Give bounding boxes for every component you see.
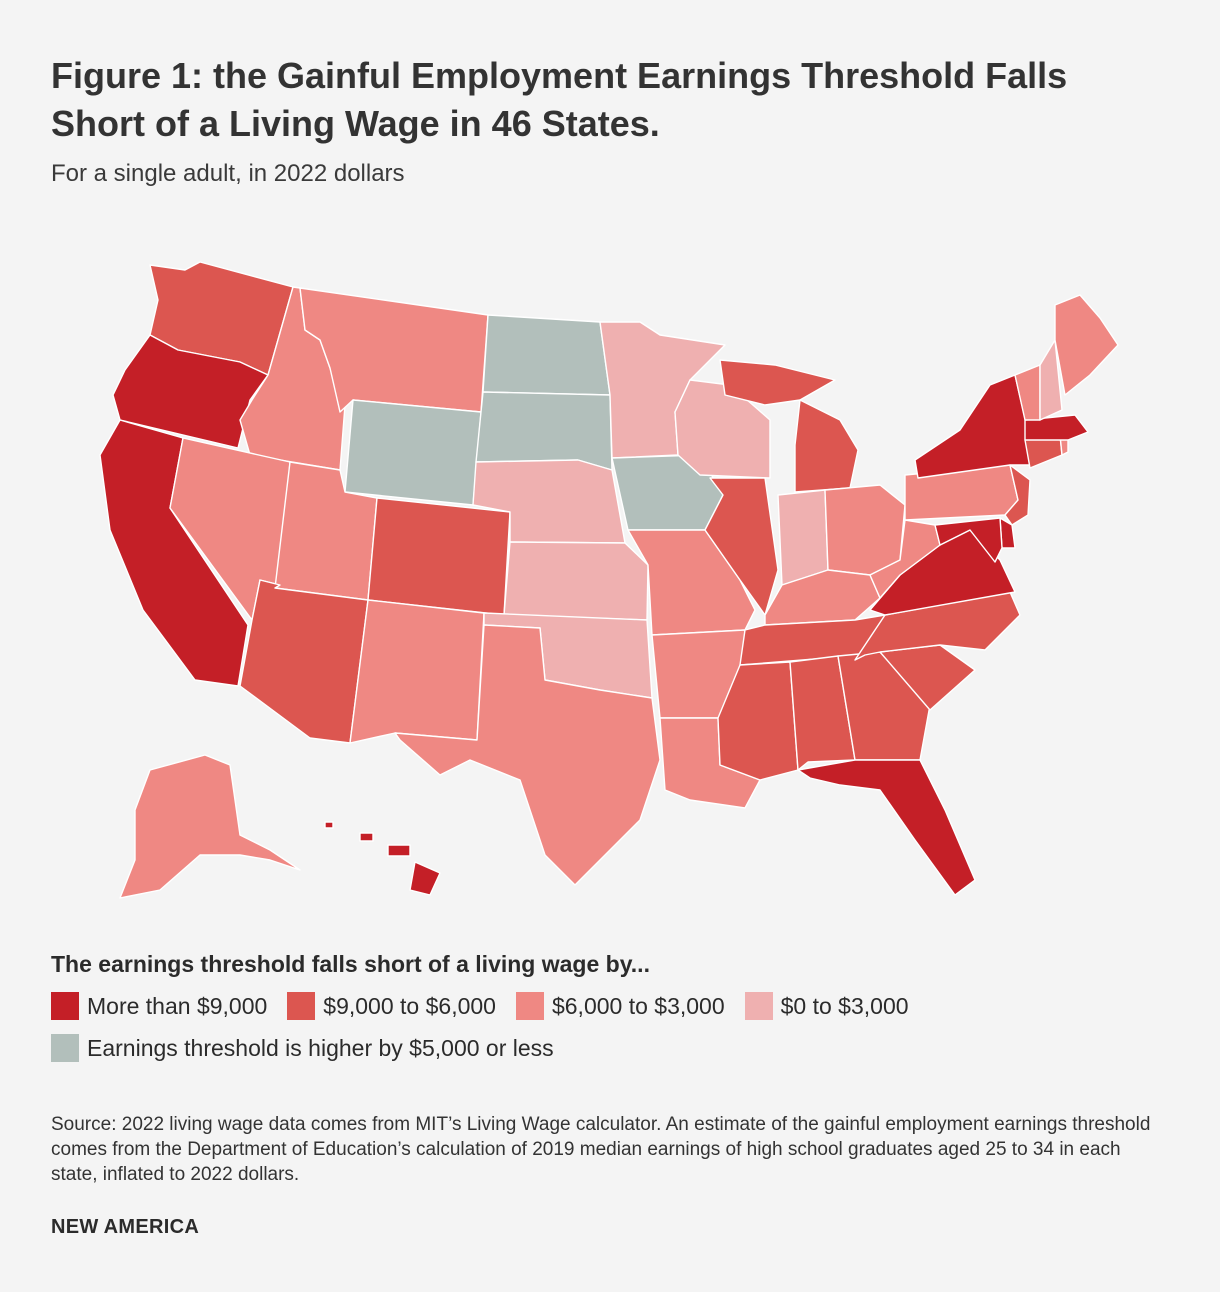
state-hi-islands[interactable]	[324, 821, 334, 829]
legend-label: More than $9,000	[87, 992, 268, 1019]
state-hi-islands-3[interactable]	[387, 844, 411, 857]
chart-subtitle: For a single adult, in 2022 dollars	[51, 160, 405, 187]
legend-row: Earnings threshold is higher by $5,000 o…	[51, 1034, 574, 1062]
legend-label: $6,000 to $3,000	[551, 992, 725, 1019]
state-hi[interactable]	[409, 861, 441, 896]
legend-label: $0 to $3,000	[780, 992, 909, 1019]
legend-item-1: $9,000 to $6,000	[287, 992, 496, 1020]
state-tx[interactable]	[394, 624, 661, 886]
state-az[interactable]	[239, 579, 369, 744]
legend-swatch	[51, 992, 79, 1020]
legend-item-3: $0 to $3,000	[744, 992, 909, 1020]
state-ks[interactable]	[503, 541, 649, 621]
state-wy[interactable]	[344, 399, 482, 506]
legend-row: More than $9,000 $9,000 to $6,000 $6,000…	[51, 992, 929, 1020]
state-md[interactable]	[934, 517, 1003, 563]
state-ma[interactable]	[1024, 414, 1089, 441]
source-note: Source: 2022 living wage data comes from…	[51, 1114, 1151, 1185]
chart-title: Figure 1: the Gainful Employment Earning…	[51, 55, 1068, 144]
state-ny[interactable]	[914, 374, 1031, 479]
state-hi-islands-2[interactable]	[359, 832, 374, 842]
legend-heading: The earnings threshold falls short of a …	[51, 951, 650, 977]
state-il[interactable]	[704, 477, 779, 616]
state-in[interactable]	[777, 489, 829, 586]
legend-swatch	[515, 992, 544, 1020]
us-state-map	[90, 250, 1140, 910]
state-sd[interactable]	[475, 391, 613, 471]
state-fl[interactable]	[797, 759, 976, 896]
state-nh[interactable]	[1039, 339, 1063, 421]
legend-swatch	[744, 992, 773, 1020]
state-wi[interactable]	[674, 379, 771, 479]
legend-item-0: More than $9,000	[51, 992, 267, 1020]
state-co[interactable]	[367, 497, 511, 616]
state-me[interactable]	[1054, 294, 1119, 396]
legend-label: Earnings threshold is higher by $5,000 o…	[87, 1034, 554, 1061]
legend-label: $9,000 to $6,000	[323, 992, 496, 1019]
legend-swatch	[51, 1034, 79, 1062]
legend-item-2: $6,000 to $3,000	[515, 992, 725, 1020]
state-nm[interactable]	[349, 599, 485, 744]
state-al[interactable]	[789, 655, 856, 771]
brand-logo-text: NEW AMERICA	[51, 1216, 200, 1238]
state-nd[interactable]	[482, 314, 611, 396]
state-ak[interactable]	[119, 754, 301, 899]
legend-swatch	[287, 992, 316, 1020]
state-mi[interactable]	[719, 359, 836, 406]
state-mi-lower[interactable]	[794, 399, 859, 493]
legend-item-4: Earnings threshold is higher by $5,000 o…	[51, 1034, 554, 1062]
state-oh[interactable]	[824, 484, 906, 576]
